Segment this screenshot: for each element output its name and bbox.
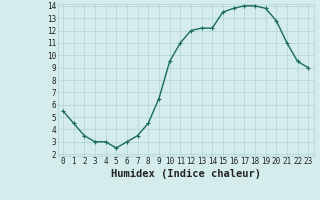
X-axis label: Humidex (Indice chaleur): Humidex (Indice chaleur) [111, 169, 260, 179]
